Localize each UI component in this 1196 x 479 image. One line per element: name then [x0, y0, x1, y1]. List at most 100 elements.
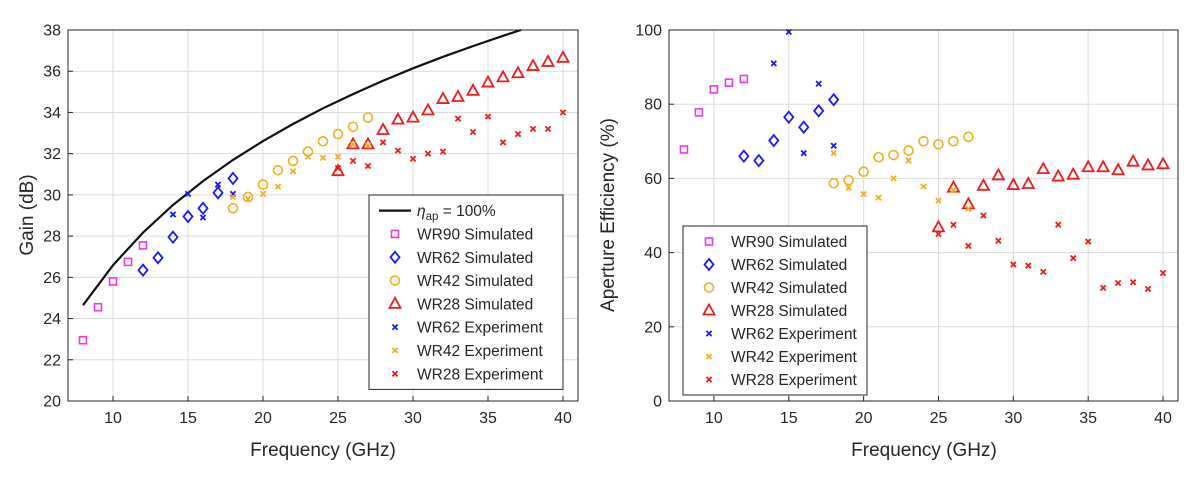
efficiency-point-wr42-simulated [918, 136, 929, 147]
efficiency-legend-label-wr28-experiment: WR28 Experiment [731, 372, 857, 389]
gain-point-wr28-experiment [439, 148, 447, 155]
efficiency-point-wr28-experiment [1010, 261, 1017, 268]
efficiency-point-wr42-simulated [873, 151, 884, 163]
gain-y-tick-label: 20 [43, 394, 61, 411]
gain-point-wr28-simulated [420, 102, 436, 116]
efficiency-point-wr28-experiment [1055, 221, 1062, 229]
gain-point-wr28-experiment [559, 109, 567, 116]
efficiency-point-wr42-experiment [830, 149, 837, 157]
efficiency-x-tick-label: 40 [1154, 410, 1172, 427]
efficiency-series-wr42-simulated [828, 131, 974, 189]
efficiency-point-wr28-simulated [1096, 159, 1111, 173]
efficiency-point-wr90-simulated [739, 74, 749, 84]
gain-point-wr62-simulated [212, 185, 224, 200]
efficiency-point-wr28-experiment [935, 230, 942, 238]
gain-legend-box [368, 194, 564, 390]
gain-legend-label-wr62-experiment: WR62 Experiment [417, 320, 543, 337]
gain-point-wr90-simulated [123, 257, 133, 267]
gain-point-wr42-simulated [362, 112, 374, 123]
efficiency-point-wr62-experiment [830, 142, 837, 149]
gain-point-wr28-simulated [375, 122, 391, 135]
efficiency-y-tick-label: 20 [644, 319, 662, 336]
gain-point-wr42-simulated [287, 155, 299, 167]
efficiency-point-wr28-experiment [995, 237, 1002, 244]
gain-point-wr62-simulated [167, 230, 179, 245]
efficiency-point-wr28-simulated [1036, 161, 1051, 175]
efficiency-y-axis-label: Aperture Efficiency (%) [598, 118, 619, 312]
gain-legend-marker-wr90-simulated [390, 229, 400, 239]
efficiency-axes-box [668, 29, 1179, 402]
gain-ideal-curve [82, 29, 522, 306]
gain-y-tick-label: 24 [43, 311, 61, 328]
gain-y-tick-label: 30 [43, 187, 61, 204]
gain-legend-label-wr28-simulated: WR28 Simulated [417, 296, 533, 313]
gain-point-wr28-simulated [495, 69, 511, 83]
efficiency-series-wr90-simulated [679, 74, 749, 154]
efficiency-point-wr28-simulated [1111, 162, 1126, 176]
gain-point-wr42-experiment [289, 167, 297, 175]
efficiency-x-axis-label: Frequency (GHz) [851, 440, 997, 461]
efficiency-point-wr28-experiment [1099, 284, 1107, 292]
efficiency-legend-marker-wr42-experiment [705, 353, 713, 360]
gain-point-wr62-experiment [169, 211, 177, 218]
gain-y-tick-label: 36 [43, 64, 61, 81]
gain-point-wr28-experiment [379, 139, 387, 146]
efficiency-series-wr62-simulated [738, 92, 840, 168]
gain-legend-marker-wr62-simulated [389, 250, 401, 265]
gain-x-tick-label: 20 [254, 410, 272, 427]
gain-point-wr28-experiment [544, 125, 552, 133]
efficiency-point-wr28-simulated [1141, 157, 1156, 171]
gain-point-wr28-simulated [435, 91, 451, 104]
efficiency-point-wr62-simulated [813, 103, 825, 118]
efficiency-point-wr62-experiment [800, 149, 807, 157]
gain-point-wr28-simulated [345, 136, 361, 150]
efficiency-tick-labels: 10 15 20 25 30 35 40 0 20 40 60 80 100 [635, 23, 1172, 428]
efficiency-point-wr28-simulated [931, 219, 946, 233]
efficiency-point-wr28-experiment [1069, 254, 1077, 262]
gain-point-wr28-experiment [349, 157, 357, 165]
efficiency-point-wr28-experiment [1144, 285, 1152, 293]
gain-legend-marker-wr28-simulated [387, 295, 403, 309]
gain-point-wr28-experiment [454, 115, 462, 122]
gain-series-wr28-experiment [334, 109, 567, 172]
efficiency-point-wr90-simulated [694, 108, 704, 117]
gain-y-tick-label: 38 [43, 23, 61, 40]
efficiency-point-wr42-simulated [948, 136, 959, 147]
gain-point-wr42-simulated [332, 128, 344, 140]
gain-point-wr42-simulated [317, 136, 329, 147]
gain-point-wr42-simulated [347, 121, 359, 133]
efficiency-point-wr42-simulated [933, 138, 944, 150]
efficiency-point-wr28-simulated [991, 167, 1006, 181]
efficiency-legend-marker-wr62-experiment [705, 330, 713, 337]
gain-point-wr62-simulated [197, 201, 209, 216]
gain-legend-label-wr28-experiment: WR28 Experiment [417, 366, 543, 383]
gain-y-tick-label: 28 [43, 229, 61, 246]
efficiency-point-wr28-experiment [1040, 268, 1047, 276]
gain-point-wr28-simulated [555, 49, 571, 63]
efficiency-legend-marker-wr28-simulated [701, 302, 717, 316]
gain-point-wr28-experiment [334, 164, 342, 172]
efficiency-point-wr28-experiment [1159, 269, 1167, 277]
gain-point-wr28-experiment [409, 155, 417, 163]
gain-y-tick-label: 22 [43, 352, 61, 369]
gain-point-wr28-experiment [514, 130, 522, 138]
efficiency-point-wr28-simulated [1066, 166, 1081, 180]
gain-point-wr62-experiment [184, 190, 192, 198]
efficiency-point-wr90-simulated [709, 85, 719, 94]
efficiency-point-wr28-experiment [1129, 279, 1137, 286]
gain-legend-marker-wr62-experiment [391, 323, 399, 331]
efficiency-point-wr28-experiment [965, 242, 972, 250]
gain-x-tick-label: 25 [329, 410, 347, 427]
efficiency-point-wr42-simulated [843, 174, 854, 186]
efficiency-point-wr42-experiment [935, 197, 942, 204]
efficiency-point-wr28-simulated [976, 177, 991, 191]
efficiency-legend: WR90 Simulated WR62 Simulated WR42 Simulat… [682, 225, 868, 396]
efficiency-chart: 10 15 20 25 30 35 40 0 20 40 60 80 100 Frequency (GH… [598, 23, 1179, 461]
gain-point-wr42-experiment [334, 153, 342, 160]
gain-legend-label-wr42-simulated: WR42 Simulated [417, 273, 533, 290]
gain-point-wr42-experiment [274, 183, 282, 190]
efficiency-series-wr28-experiment [935, 212, 1167, 293]
gain-axes [67, 29, 579, 402]
gain-point-wr28-experiment [529, 125, 537, 133]
